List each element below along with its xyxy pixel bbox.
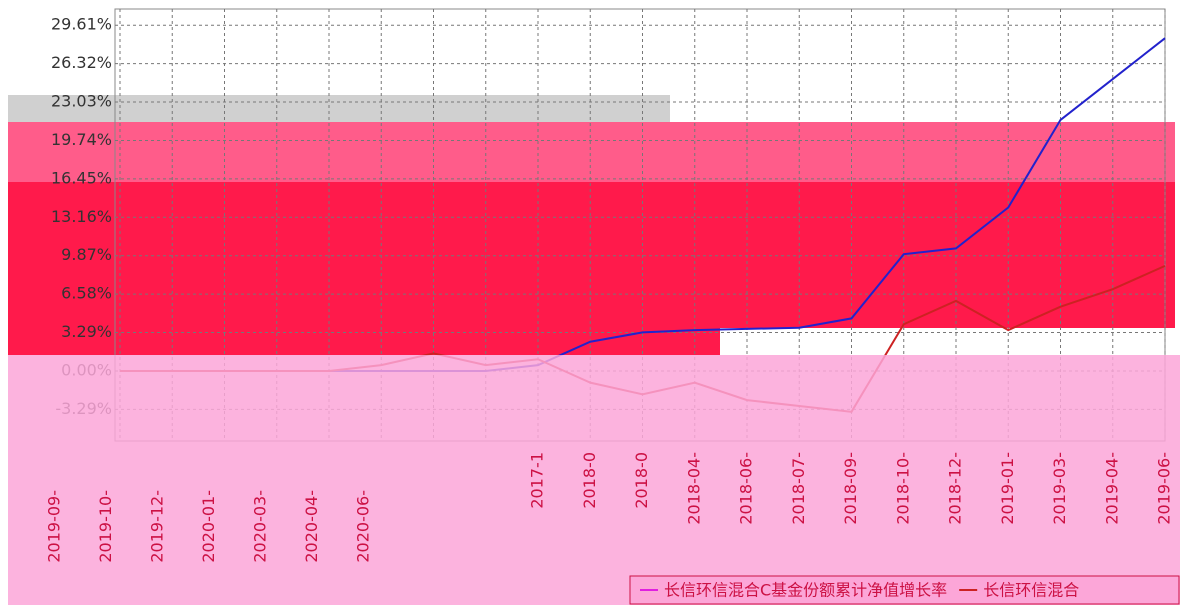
y-tick-label: 19.74% [51, 130, 112, 149]
overlay-x-label: 2020-04- [302, 490, 321, 563]
x-tick-label: 2018-0 [632, 452, 651, 509]
overlay-x-label: 2020-01- [199, 490, 218, 563]
x-tick-label: 2019-03- [1050, 452, 1069, 525]
y-tick-label: 9.87% [61, 245, 112, 264]
legend-label: 长信环信混合 [983, 581, 1079, 600]
x-tick-label: 2018-0 [580, 452, 599, 509]
glitch-band [8, 122, 1175, 182]
legend-label: 长信环信混合C基金份额累计净值增长率 [664, 581, 947, 600]
overlay-x-label: 2019-09- [45, 490, 64, 563]
x-tick-label: 2018-10- [893, 452, 912, 525]
y-tick-label: 13.16% [51, 207, 112, 226]
x-tick-label: 2019-06- [1155, 452, 1174, 525]
overlay-x-label: 2019-10- [96, 490, 115, 563]
x-tick-label: 2018-06- [737, 452, 756, 525]
y-tick-label: 23.03% [51, 92, 112, 111]
x-tick-label: 2018-12- [946, 452, 965, 525]
x-tick-label: 2018-04- [684, 452, 703, 525]
chart: 29.61% 26.32% 23.03% 19.74% 16.45% 13.16% 9.87… [0, 0, 1180, 605]
y-tick-label: 29.61% [51, 15, 112, 34]
x-tick-label: 2019-01- [998, 452, 1017, 525]
y-tick-label: 6.58% [61, 284, 112, 303]
x-tick-label: 2018-07- [789, 452, 808, 525]
glitch-band [8, 182, 1175, 328]
y-tick-label: 26.32% [51, 53, 112, 72]
x-tick-label: 2018-09- [841, 452, 860, 525]
x-tick-label: 2017-1 [528, 452, 547, 509]
overlay-x-label: 2020-06- [354, 490, 373, 563]
y-tick-label: 16.45% [51, 168, 112, 187]
x-tick-label: 2019-04- [1102, 452, 1121, 525]
y-tick-label: 3.29% [61, 322, 112, 341]
overlay-x-label: 2020-03- [251, 490, 270, 563]
overlay-x-label: 2019-12- [148, 490, 167, 563]
